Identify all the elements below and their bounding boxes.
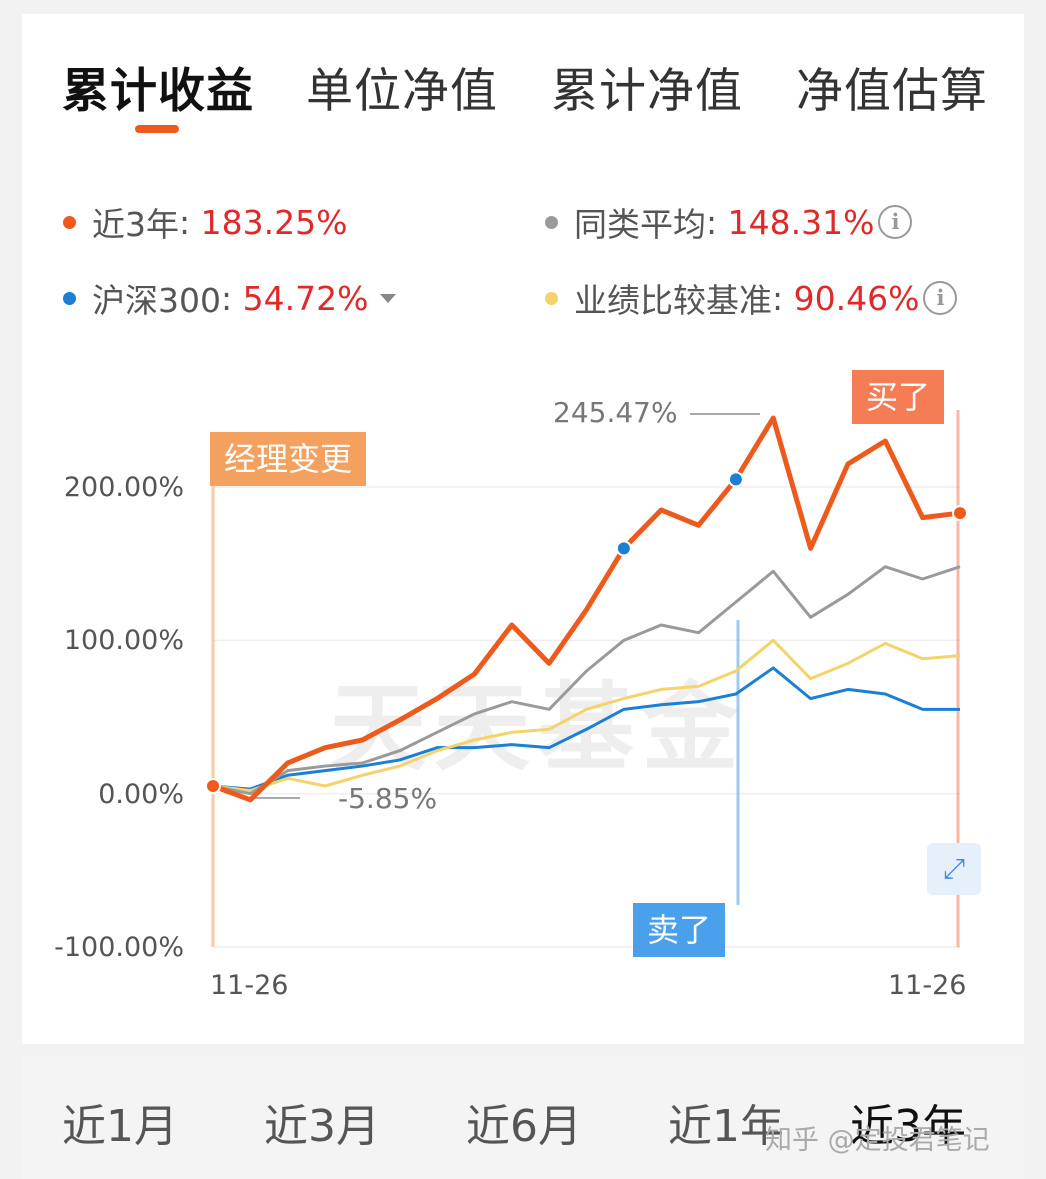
y-tick-label: 100.00%	[63, 625, 184, 656]
legend-dot	[545, 215, 558, 229]
info-icon[interactable]: i	[878, 205, 913, 239]
legend-value: 54.72%	[242, 278, 369, 318]
tab-cumulative-nav[interactable]: 累计净值	[551, 64, 743, 119]
legend-value: 183.25%	[200, 202, 348, 242]
legend-name: 近3年	[92, 205, 179, 244]
range-1y[interactable]: 近1年	[668, 1101, 784, 1152]
start-point	[205, 778, 221, 794]
info-icon[interactable]: i	[923, 281, 958, 315]
legend-dot	[545, 291, 558, 305]
manager-change-flag[interactable]: 经理变更	[210, 432, 367, 486]
series-line-业绩比较基准	[212, 638, 961, 793]
legend-value: 148.31%	[727, 202, 875, 242]
expand-icon[interactable]: ⤢	[927, 843, 981, 895]
legend-item-fund: 近3年: 183.25%	[63, 198, 347, 246]
y-tick-label: 0.00%	[98, 779, 184, 810]
active-tab-indicator	[135, 125, 179, 133]
legend-dot	[63, 291, 76, 305]
end-point	[952, 505, 968, 522]
y-tick-label: 200.00%	[63, 472, 184, 503]
series-line-近3年	[212, 415, 961, 803]
trough-annotation: -5.85%	[338, 782, 438, 815]
transaction-point	[615, 540, 632, 557]
legend-item-benchmark: 业绩比较基准: 90.46% i	[545, 274, 958, 322]
chart-card	[22, 14, 1024, 1044]
tab-bar: 累计收益 单位净值 累计净值 净值估算	[62, 52, 1002, 142]
peak-annotation: 245.47%	[553, 396, 678, 429]
tab-cumulative-return[interactable]: 累计收益	[62, 64, 254, 119]
range-3m[interactable]: 近3月	[264, 1101, 380, 1152]
range-selector	[22, 1056, 1024, 1179]
buy-flag[interactable]: 买了	[852, 370, 945, 424]
series-line-同类平均	[212, 565, 961, 796]
sell-flag[interactable]: 卖了	[633, 903, 726, 957]
range-3y[interactable]: 近3年	[850, 1101, 966, 1152]
tab-unit-nav[interactable]: 单位净值	[306, 64, 498, 119]
legend-name: 同类平均	[574, 205, 706, 244]
x-tick-label-end: 11-26	[888, 970, 967, 1001]
series-line-沪深300	[212, 666, 960, 791]
range-6m[interactable]: 近6月	[466, 1101, 582, 1152]
legend-item-category-avg: 同类平均: 148.31% i	[545, 198, 913, 246]
legend-item-hs300[interactable]: 沪深300: 54.72%	[63, 274, 397, 322]
caret-down-icon[interactable]	[380, 293, 397, 303]
x-tick-label-start: 11-26	[210, 970, 289, 1001]
legend-name: 业绩比较基准	[574, 281, 772, 320]
y-tick-label: -100.00%	[54, 932, 184, 963]
site-watermark: 知乎 @定投君笔记	[765, 1125, 990, 1156]
legend-name: 沪深300	[92, 281, 221, 320]
legend-value: 90.46%	[793, 278, 920, 318]
range-1m[interactable]: 近1月	[62, 1101, 178, 1152]
transaction-point	[727, 471, 744, 488]
legend-dot	[63, 215, 76, 229]
tab-nav-estimate[interactable]: 净值估算	[796, 64, 988, 119]
